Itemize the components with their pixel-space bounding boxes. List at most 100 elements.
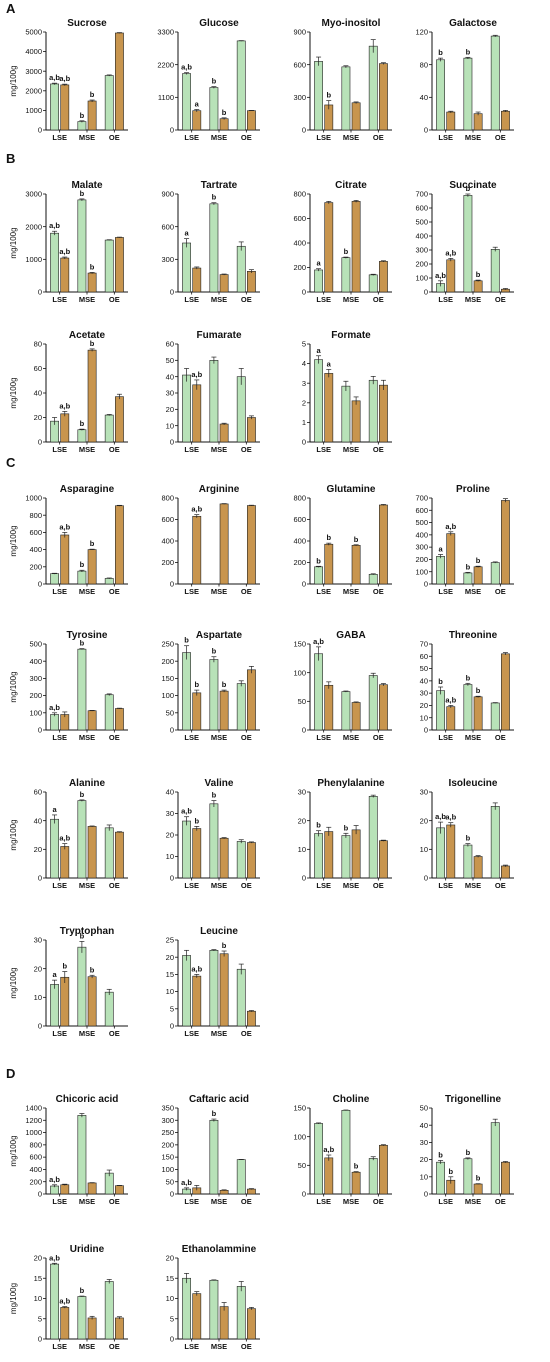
significance-label: b [466,47,471,56]
x-tick-label: OE [495,587,506,596]
chart-title: Chicoric acid [56,1094,119,1105]
bar-series1-mse [463,684,473,731]
significance-label: a,b [49,221,60,230]
y-tick-label: 0 [424,874,428,883]
y-tick-label: 20 [34,964,42,973]
bar-series1-oe [490,702,500,731]
x-tick-label: OE [495,1197,506,1206]
y-tick-label: 100 [29,708,42,717]
y-tick-label: 200 [161,558,174,567]
x-tick-label: LSE [316,733,331,742]
x-tick-label: OE [373,133,384,142]
bar-series2-lse [192,384,202,443]
y-tick-label: 20 [166,831,174,840]
y-tick-label: 60 [34,788,42,797]
y-tick-label: 10 [34,1294,42,1303]
bar-series2-oe [247,669,256,731]
x-tick-label: MSE [211,1197,227,1206]
y-tick-label: 40 [166,788,174,797]
y-tick-label: 100 [293,668,306,677]
y-tick-label: 400 [29,657,42,666]
chart-fumarate: Fumarate 0 10 20 30 40 50 60 LSE a,b MSE OE [166,330,260,454]
bar-series1-oe [104,1172,114,1195]
chart-citrate: Citrate 0 200 400 600 800 LSE a MSE b OE [293,180,392,304]
bar-series1-lse [50,714,59,731]
y-tick-label: 0 [302,288,306,297]
y-tick-label: 800 [29,511,42,520]
y-tick-label: 30 [34,936,42,945]
y-tick-label: 0 [38,288,42,297]
significance-label: b [80,639,85,648]
x-tick-label: LSE [184,1342,199,1351]
chart-title: Tartrate [201,180,238,191]
bar-series1-lse [50,232,59,293]
section-label-c: C [6,455,16,470]
y-tick-label: 0 [424,126,428,135]
y-tick-label: 300 [161,255,174,264]
bar-series2-oe [379,684,388,731]
y-tick-label: 20 [34,1254,42,1263]
chart-title: Isoleucine [449,778,498,789]
bar-series1-lse [182,1277,191,1340]
x-tick-label: MSE [211,881,227,890]
chart-title: Threonine [449,630,498,641]
y-tick-label: 200 [415,555,428,564]
x-tick-label: MSE [79,445,95,454]
bar-series1-lse [182,242,191,293]
bar-series2-mse [219,953,229,1027]
y-tick-label: 500 [415,518,428,527]
significance-label: a,b [49,703,60,712]
x-tick-label: LSE [184,733,199,742]
y-tick-label: 100 [161,1165,174,1174]
x-tick-label: MSE [79,295,95,304]
x-tick-label: MSE [343,733,359,742]
y-tick-label: 80 [34,340,42,349]
y-tick-label: 10 [420,845,428,854]
chart-title: Phenylalanine [317,778,385,789]
x-tick-label: OE [241,1342,252,1351]
bar-series2-mse [87,549,97,585]
significance-label: b [466,562,471,571]
y-tick-label: 20 [34,413,42,422]
bar-series1-mse [463,572,473,585]
bar-series2-oe [379,504,388,585]
bar-series2-mse [219,423,229,443]
bar-series2-mse [473,696,483,731]
y-tick-label: 40 [166,372,174,381]
y-tick-label: 60 [420,652,428,661]
bar-series2-lse [324,1157,334,1195]
chart-title: Proline [456,484,490,495]
chart-title: Leucine [200,926,238,937]
bar-series1-mse [209,1279,219,1340]
bar-series2-mse [87,100,97,131]
chart-title: Galactose [449,18,497,29]
bar-series2-mse [351,1171,361,1195]
y-axis-label: mg/100g [9,227,18,258]
chart-title: Valine [205,778,234,789]
chart-asparagine: Asparagine 0 200 400 600 800 1000 mg/100g LSE a,b… [9,484,128,596]
bar-series2-mse [473,280,483,293]
y-axis-label: mg/100g [9,525,18,556]
bar-series1-mse [341,66,351,131]
bar-series2-oe [247,110,256,131]
x-tick-label: LSE [438,133,453,142]
bar-series1-oe [368,1158,378,1195]
bar-series2-oe [379,261,388,293]
significance-label: a,b [59,401,70,410]
chart-title: Acetate [69,330,106,341]
significance-label: b [212,1109,217,1118]
y-tick-label: 0 [170,726,174,735]
bar-series1-mse [77,429,87,443]
bar-series2-lse [324,202,334,293]
x-tick-label: OE [241,133,252,142]
significance-label: a [52,970,57,979]
x-tick-label: OE [495,733,506,742]
x-tick-label: LSE [52,1197,67,1206]
bar-series1-lse [314,1123,323,1195]
bar-series1-mse [77,946,87,1027]
chart-title: Uridine [70,1244,105,1255]
x-tick-label: LSE [184,587,199,596]
x-tick-label: MSE [211,1342,227,1351]
